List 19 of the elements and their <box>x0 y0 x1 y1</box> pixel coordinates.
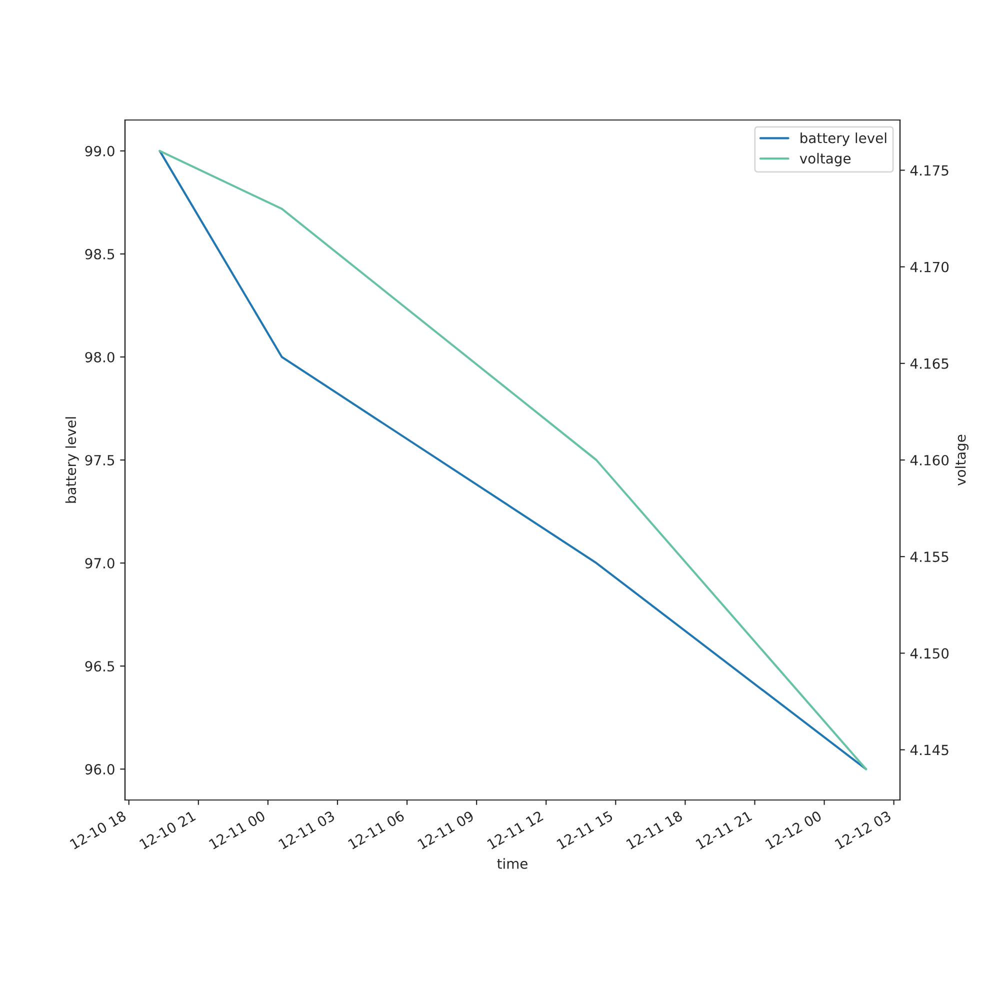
y-axis-title: battery level <box>65 417 79 503</box>
y2-tick-label: 4.170 <box>910 262 949 272</box>
y2-tick-label: 4.175 <box>910 165 948 176</box>
y2-tick-label: 4.160 <box>910 454 949 466</box>
y2-tick-label: 4.145 <box>910 744 948 756</box>
y-tick-label: 98.5 <box>85 248 114 260</box>
y-tick-label: 97.5 <box>85 454 114 466</box>
x-axis-title: time <box>497 858 528 869</box>
y-tick-label: 96.0 <box>85 764 114 775</box>
y-tick-label: 98.0 <box>85 352 114 362</box>
legend-label: battery level <box>800 132 886 146</box>
y2-tick-label: 4.150 <box>910 648 949 659</box>
y-tick-label: 97.0 <box>85 558 114 569</box>
y-tick-label: 96.5 <box>85 661 114 672</box>
y2-axis-title: voltage <box>955 434 968 486</box>
y2-tick-label: 4.165 <box>910 358 948 369</box>
legend-label: voltage <box>800 152 851 166</box>
y2-tick-label: 4.155 <box>910 552 948 562</box>
y-tick-label: 99.0 <box>85 146 114 156</box>
